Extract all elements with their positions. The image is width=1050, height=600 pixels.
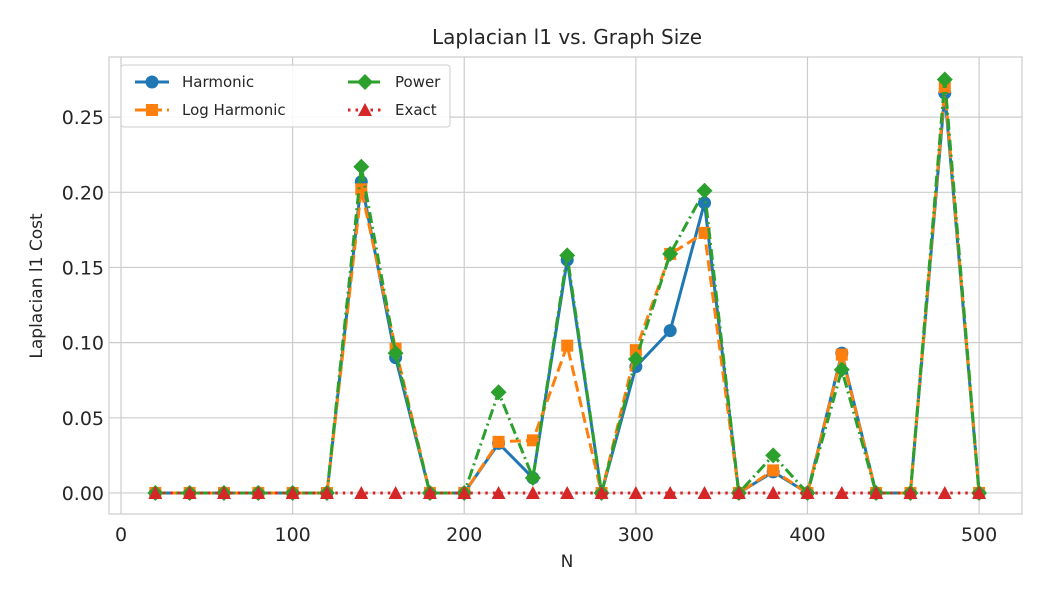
data-point-power bbox=[662, 245, 679, 262]
x-tick-label: 0 bbox=[115, 524, 127, 546]
data-point-log-harmonic bbox=[835, 348, 848, 361]
series-exact bbox=[148, 485, 987, 499]
data-point-log-harmonic bbox=[492, 435, 505, 448]
x-axis-label: N bbox=[561, 552, 574, 572]
x-tick-label: 100 bbox=[274, 524, 310, 546]
data-point-log-harmonic bbox=[767, 464, 780, 477]
legend-marker-power bbox=[357, 74, 373, 90]
legend: Harmonic Log Harmonic Power Exact bbox=[120, 64, 451, 128]
y-tick-label: 0.10 bbox=[62, 333, 104, 355]
data-point-exact bbox=[663, 485, 678, 499]
legend-marker-exact bbox=[358, 103, 372, 116]
plot-area bbox=[108, 56, 1023, 515]
legend-item-power: Power bbox=[348, 73, 441, 91]
data-point-power bbox=[833, 361, 850, 378]
data-point-exact bbox=[319, 485, 334, 499]
data-point-power bbox=[353, 158, 370, 175]
data-point-exact bbox=[251, 485, 266, 499]
data-point-exact bbox=[388, 485, 403, 499]
y-tick-label: 0.15 bbox=[62, 257, 104, 279]
data-point-power bbox=[524, 469, 541, 486]
data-point-log-harmonic bbox=[526, 434, 539, 447]
data-point-exact bbox=[869, 485, 884, 499]
data-point-exact bbox=[937, 485, 952, 499]
data-point-exact bbox=[525, 485, 540, 499]
data-point-power bbox=[936, 71, 953, 88]
plot-frame bbox=[108, 56, 1023, 515]
data-point-log-harmonic bbox=[561, 339, 574, 352]
data-point-harmonic bbox=[663, 324, 677, 338]
data-point-exact bbox=[422, 485, 437, 499]
data-point-exact bbox=[457, 485, 472, 499]
legend-item-exact: Exact bbox=[348, 101, 437, 119]
data-point-exact bbox=[628, 485, 643, 499]
x-tick-label: 300 bbox=[618, 524, 654, 546]
x-tick-label: 400 bbox=[789, 524, 825, 546]
y-tick-label: 0.25 bbox=[62, 107, 104, 129]
legend-label: Harmonic bbox=[182, 73, 254, 91]
legend-item-log-harmonic: Log Harmonic bbox=[135, 101, 286, 119]
series-layer bbox=[147, 71, 988, 501]
data-point-exact bbox=[697, 485, 712, 499]
chart-title: Laplacian l1 vs. Graph Size bbox=[432, 25, 702, 49]
data-point-exact bbox=[800, 485, 815, 499]
data-point-exact bbox=[285, 485, 300, 499]
data-point-exact bbox=[972, 485, 987, 499]
data-point-exact bbox=[766, 485, 781, 499]
data-point-exact bbox=[903, 485, 918, 499]
data-point-power bbox=[696, 182, 713, 199]
data-point-power bbox=[559, 247, 576, 264]
legend-marker-harmonic bbox=[145, 75, 159, 89]
y-tick-label: 0.05 bbox=[62, 408, 104, 430]
legend-marker-log-harmonic bbox=[146, 104, 158, 116]
legend-item-harmonic: Harmonic bbox=[135, 73, 254, 91]
data-point-exact bbox=[182, 485, 197, 499]
y-tick-label: 0.20 bbox=[62, 182, 104, 204]
x-tick-label: 200 bbox=[446, 524, 482, 546]
data-point-power bbox=[490, 384, 507, 401]
y-axis-label: Laplacian l1 Cost bbox=[27, 213, 47, 359]
x-tick-label: 500 bbox=[961, 524, 997, 546]
data-point-exact bbox=[594, 485, 609, 499]
legend-label: Power bbox=[395, 73, 441, 91]
data-point-exact bbox=[491, 485, 506, 499]
data-point-exact bbox=[731, 485, 746, 499]
x-axis-ticks: 0 100 200 300 400 500 bbox=[115, 524, 997, 546]
legend-label: Log Harmonic bbox=[182, 101, 286, 119]
legend-label: Exact bbox=[395, 101, 437, 119]
data-point-exact bbox=[354, 485, 369, 499]
y-axis-ticks: 0.00 0.05 0.10 0.15 0.20 0.25 bbox=[62, 107, 104, 505]
data-point-power bbox=[765, 447, 782, 464]
data-point-exact bbox=[834, 485, 849, 499]
data-point-exact bbox=[560, 485, 575, 499]
data-point-exact bbox=[148, 485, 163, 499]
data-point-power bbox=[387, 345, 404, 362]
data-point-power bbox=[627, 351, 644, 368]
data-point-exact bbox=[216, 485, 231, 499]
y-tick-label: 0.00 bbox=[62, 483, 104, 505]
